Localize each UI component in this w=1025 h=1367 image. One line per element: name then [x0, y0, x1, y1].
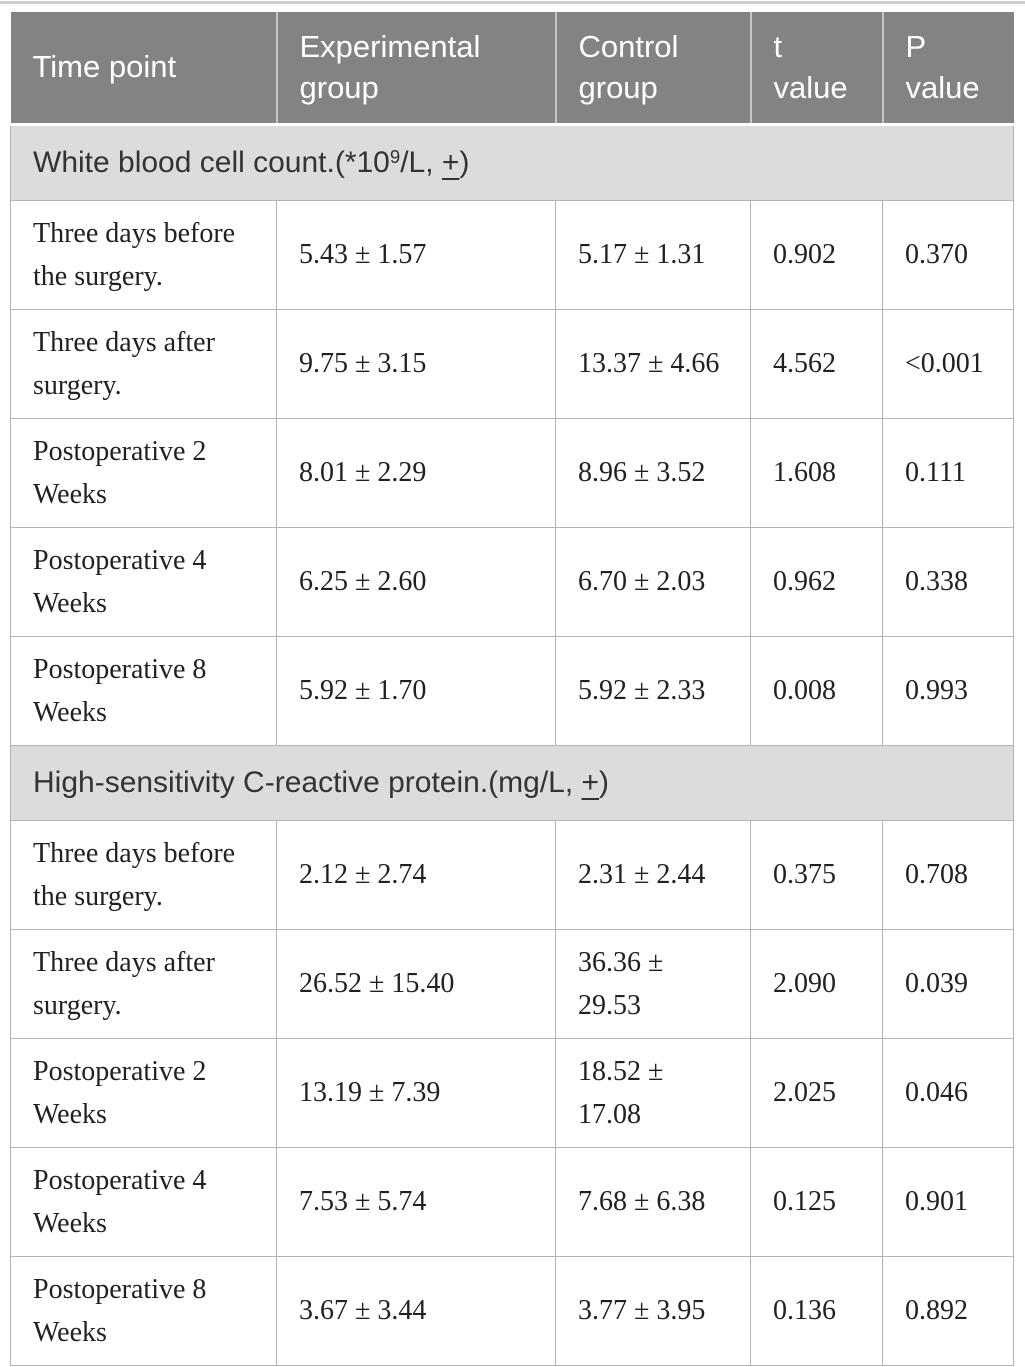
table-row: Postoperative 8 Weeks 5.92 ± 1.70 5.92 ±…: [10, 636, 1014, 746]
t-value-cell: 0.125: [750, 1147, 883, 1257]
section-header-crp: High-sensitivity C-reactive protein.(mg/…: [10, 745, 1014, 821]
table-row: Postoperative 2 Weeks 8.01 ± 2.29 8.96 ±…: [10, 418, 1014, 528]
column-header-control-group: Control group: [554, 12, 751, 126]
t-value-cell: 1.608: [750, 418, 883, 528]
t-value-cell: 0.902: [750, 200, 883, 310]
section-title-text: High-sensitivity C-reactive protein.(mg/…: [33, 766, 582, 799]
t-value-cell: 2.090: [750, 929, 883, 1039]
column-header-experimental-group: Experimental group: [275, 12, 556, 126]
time-point-cell: Postoperative 4 Weeks: [10, 527, 277, 637]
time-point-cell: Postoperative 8 Weeks: [10, 1256, 277, 1366]
table-row: Three days after surgery. 9.75 ± 3.15 13…: [10, 309, 1014, 419]
control-value-cell: 8.96 ± 3.52: [555, 418, 751, 528]
control-value-cell: 13.37 ± 4.66: [555, 309, 751, 419]
experimental-value-cell: 5.92 ± 1.70: [276, 636, 556, 746]
experimental-value-cell: 2.12 ± 2.74: [276, 820, 556, 930]
table-row: Postoperative 2 Weeks 13.19 ± 7.39 18.52…: [10, 1038, 1014, 1148]
t-value-cell: 4.562: [750, 309, 883, 419]
time-point-cell: Three days after surgery.: [10, 929, 277, 1039]
p-value-cell: 0.338: [882, 527, 1014, 637]
t-value-cell: 0.008: [750, 636, 883, 746]
plus-minus-symbol: +: [581, 766, 600, 799]
control-value-cell: 36.36 ± 29.53: [555, 929, 751, 1039]
time-point-cell: Postoperative 2 Weeks: [10, 1038, 277, 1148]
control-value-cell: 2.31 ± 2.44: [555, 820, 751, 930]
column-header-time-point: Time point: [10, 12, 277, 126]
t-value-cell: 0.375: [750, 820, 883, 930]
t-value-cell: 0.962: [750, 527, 883, 637]
time-point-cell: Three days after surgery.: [10, 309, 277, 419]
t-value-cell: 0.136: [750, 1256, 883, 1366]
table-row: Three days after surgery. 26.52 ± 15.40 …: [10, 929, 1014, 1039]
p-value-cell: 0.111: [882, 418, 1014, 528]
table-row: Postoperative 4 Weeks 7.53 ± 5.74 7.68 ±…: [10, 1147, 1014, 1257]
column-header-p-value: P value: [881, 12, 1014, 126]
p-value-cell: 0.046: [882, 1038, 1014, 1148]
experimental-value-cell: 8.01 ± 2.29: [276, 418, 556, 528]
control-value-cell: 3.77 ± 3.95: [555, 1256, 751, 1366]
section-header-wbc: White blood cell count.(*109/L, +): [10, 124, 1014, 201]
experimental-value-cell: 9.75 ± 3.15: [276, 309, 556, 419]
header-row: Time point Experimental group Control gr…: [10, 12, 1014, 126]
section-title-superscript: 9: [389, 145, 401, 167]
time-point-cell: Postoperative 2 Weeks: [10, 418, 277, 528]
experimental-value-cell: 7.53 ± 5.74: [276, 1147, 556, 1257]
p-value-cell: 0.708: [882, 820, 1014, 930]
experimental-value-cell: 13.19 ± 7.39: [276, 1038, 556, 1148]
section-title-text: White blood cell count.(*10: [33, 146, 390, 179]
control-value-cell: 5.17 ± 1.31: [555, 200, 751, 310]
section-title-text: /L,: [400, 146, 442, 179]
time-point-cell: Three days before the surgery.: [10, 200, 277, 310]
results-table: Time point Experimental group Control gr…: [10, 12, 1014, 1366]
section-row-crp: High-sensitivity C-reactive protein.(mg/…: [10, 745, 1014, 821]
experimental-value-cell: 26.52 ± 15.40: [276, 929, 556, 1039]
table-row: Postoperative 8 Weeks 3.67 ± 3.44 3.77 ±…: [10, 1256, 1014, 1366]
control-value-cell: 18.52 ± 17.08: [555, 1038, 751, 1148]
section-row-wbc: White blood cell count.(*109/L, +): [10, 124, 1014, 201]
table-row: Three days before the surgery. 5.43 ± 1.…: [10, 200, 1014, 310]
experimental-value-cell: 5.43 ± 1.57: [276, 200, 556, 310]
experimental-value-cell: 3.67 ± 3.44: [276, 1256, 556, 1366]
page-top-rule: [0, 1, 1025, 4]
t-value-cell: 2.025: [750, 1038, 883, 1148]
section-title-text: ): [459, 146, 470, 179]
control-value-cell: 5.92 ± 2.33: [555, 636, 751, 746]
table-row: Three days before the surgery. 2.12 ± 2.…: [10, 820, 1014, 930]
p-value-cell: 0.370: [882, 200, 1014, 310]
experimental-value-cell: 6.25 ± 2.60: [276, 527, 556, 637]
control-value-cell: 7.68 ± 6.38: [555, 1147, 751, 1257]
section-title-text: ): [599, 766, 610, 799]
p-value-cell: 0.901: [882, 1147, 1014, 1257]
p-value-cell: 0.993: [882, 636, 1014, 746]
p-value-cell: <0.001: [882, 309, 1014, 419]
time-point-cell: Postoperative 8 Weeks: [10, 636, 277, 746]
p-value-cell: 0.039: [882, 929, 1014, 1039]
control-value-cell: 6.70 ± 2.03: [555, 527, 751, 637]
plus-minus-symbol: +: [441, 146, 460, 179]
time-point-cell: Three days before the surgery.: [10, 820, 277, 930]
p-value-cell: 0.892: [882, 1256, 1014, 1366]
column-header-t-value: t value: [749, 12, 883, 126]
table-row: Postoperative 4 Weeks 6.25 ± 2.60 6.70 ±…: [10, 527, 1014, 637]
time-point-cell: Postoperative 4 Weeks: [10, 1147, 277, 1257]
